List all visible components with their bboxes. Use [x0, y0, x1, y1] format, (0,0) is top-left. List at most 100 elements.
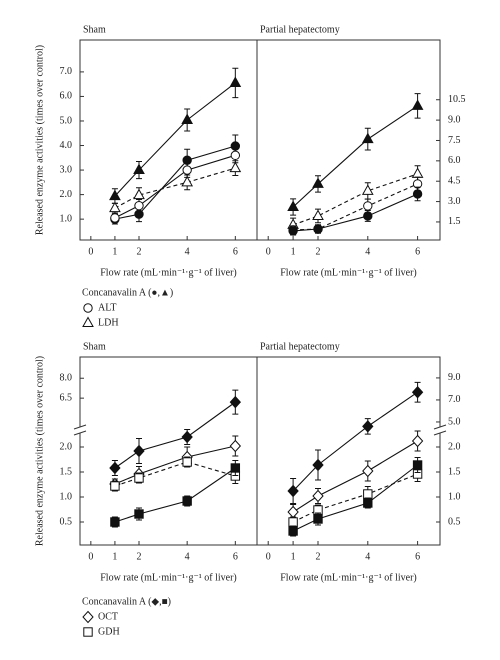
x-tick-label: 2 — [137, 551, 142, 562]
y-tick-label: 1.0 — [60, 213, 73, 224]
legend-label: OCT — [98, 611, 118, 622]
data-point — [312, 177, 324, 188]
legend-marker — [82, 610, 94, 624]
data-point — [182, 496, 192, 506]
y-tick-label: 0.5 — [60, 516, 73, 527]
data-point — [229, 395, 242, 409]
data-point — [312, 489, 324, 503]
y-tick-label: 1.5 — [60, 466, 73, 477]
x-tick-label: 4 — [185, 551, 190, 562]
y-tick-label: 6.0 — [60, 91, 73, 102]
data-point — [362, 420, 374, 433]
y-tick-label: 2.0 — [448, 441, 461, 452]
y-tick-label: 9.0 — [448, 372, 461, 383]
legend-label: ALT — [98, 302, 117, 313]
data-point — [133, 444, 145, 458]
y-tick-label: 7.5 — [448, 135, 461, 146]
data-point — [230, 150, 241, 161]
x-tick-label: 4 — [185, 246, 190, 257]
data-point — [287, 484, 299, 498]
x-tick-label: 0 — [88, 551, 93, 562]
y-axis-title: Released enzyme activities (times over c… — [34, 45, 45, 235]
y-tick-label: 0.5 — [448, 516, 461, 527]
y-tick-label: 6.0 — [448, 155, 461, 166]
series-line — [292, 473, 418, 523]
series-line — [114, 445, 236, 485]
data-point — [229, 161, 242, 173]
x-axis-title: Flow rate (mL·min⁻¹·g⁻¹ of liver) — [100, 267, 237, 278]
data-point — [181, 430, 193, 444]
x-axis-title: Flow rate (mL·min⁻¹·g⁻¹ of liver) — [280, 572, 417, 583]
data-point — [230, 463, 241, 473]
data-point — [109, 201, 121, 213]
data-point — [361, 184, 374, 195]
x-tick-label: 6 — [415, 246, 420, 257]
data-point — [287, 200, 299, 212]
data-point — [412, 460, 423, 470]
y-tick-label: 2.0 — [60, 441, 73, 452]
x-tick-label: 1 — [112, 246, 117, 257]
y-tick-label: 7.0 — [60, 66, 73, 77]
data-point — [288, 226, 298, 236]
axis-break-mark — [433, 430, 447, 436]
panel-title: Sham — [83, 24, 106, 35]
data-point — [313, 514, 323, 524]
data-point — [411, 167, 424, 178]
y-tick-label: 7.0 — [448, 394, 461, 405]
x-tick-label: 1 — [112, 551, 117, 562]
y-tick-label: 9.0 — [448, 114, 461, 125]
data-point — [363, 489, 373, 499]
y-tick-label: 4.0 — [60, 140, 73, 151]
x-tick-label: 2 — [137, 246, 142, 257]
x-tick-label: 0 — [266, 551, 271, 562]
x-axis-title: Flow rate (mL·min⁻¹·g⁻¹ of liver) — [100, 572, 237, 583]
panel-title: Partial hepatectomy — [260, 341, 340, 352]
series-line — [114, 154, 236, 219]
x-tick-label: 6 — [233, 551, 238, 562]
series-line — [114, 401, 236, 469]
data-point — [361, 132, 374, 144]
series-line — [293, 183, 418, 231]
data-point — [363, 498, 373, 508]
data-point — [109, 189, 121, 201]
y-tick-label: 1.5 — [448, 216, 461, 227]
legend-title: Concanavalin A (●,▲) — [82, 287, 173, 298]
data-point — [312, 209, 324, 220]
axis-break-mark — [73, 430, 87, 436]
data-point — [181, 113, 194, 124]
x-tick-label: 6 — [233, 246, 238, 257]
x-tick-label: 2 — [316, 246, 321, 257]
data-point — [181, 175, 194, 187]
legend-marker — [83, 303, 93, 313]
series-line — [292, 173, 418, 226]
x-tick-label: 0 — [266, 246, 271, 257]
series-line — [114, 82, 236, 197]
y-tick-label: 5.0 — [448, 416, 461, 427]
axis-break-mark — [73, 424, 87, 430]
data-point — [109, 461, 121, 475]
x-tick-label: 1 — [291, 246, 296, 257]
data-point — [411, 385, 424, 399]
data-point — [287, 505, 299, 519]
y-tick-label: 6.5 — [60, 392, 73, 403]
panel-frame — [79, 356, 441, 546]
series-line — [292, 105, 418, 208]
data-point — [110, 481, 120, 491]
axis-break-mark — [433, 424, 447, 430]
data-point — [363, 201, 373, 211]
x-tick-label: 4 — [365, 246, 370, 257]
y-tick-label: 2.0 — [60, 189, 73, 200]
data-point — [110, 213, 120, 223]
x-tick-label: 2 — [316, 551, 321, 562]
data-point — [313, 224, 323, 234]
series-line — [292, 440, 418, 513]
y-tick-label: 3.0 — [448, 196, 461, 207]
data-point — [362, 464, 374, 478]
data-point — [134, 200, 144, 211]
y-tick-label: 5.0 — [60, 115, 73, 126]
panel-frame — [79, 39, 441, 241]
data-point — [133, 163, 145, 175]
legend-marker — [82, 316, 94, 327]
data-point — [288, 526, 298, 536]
y-axis-title: Released enzyme activities (times over c… — [34, 356, 45, 546]
